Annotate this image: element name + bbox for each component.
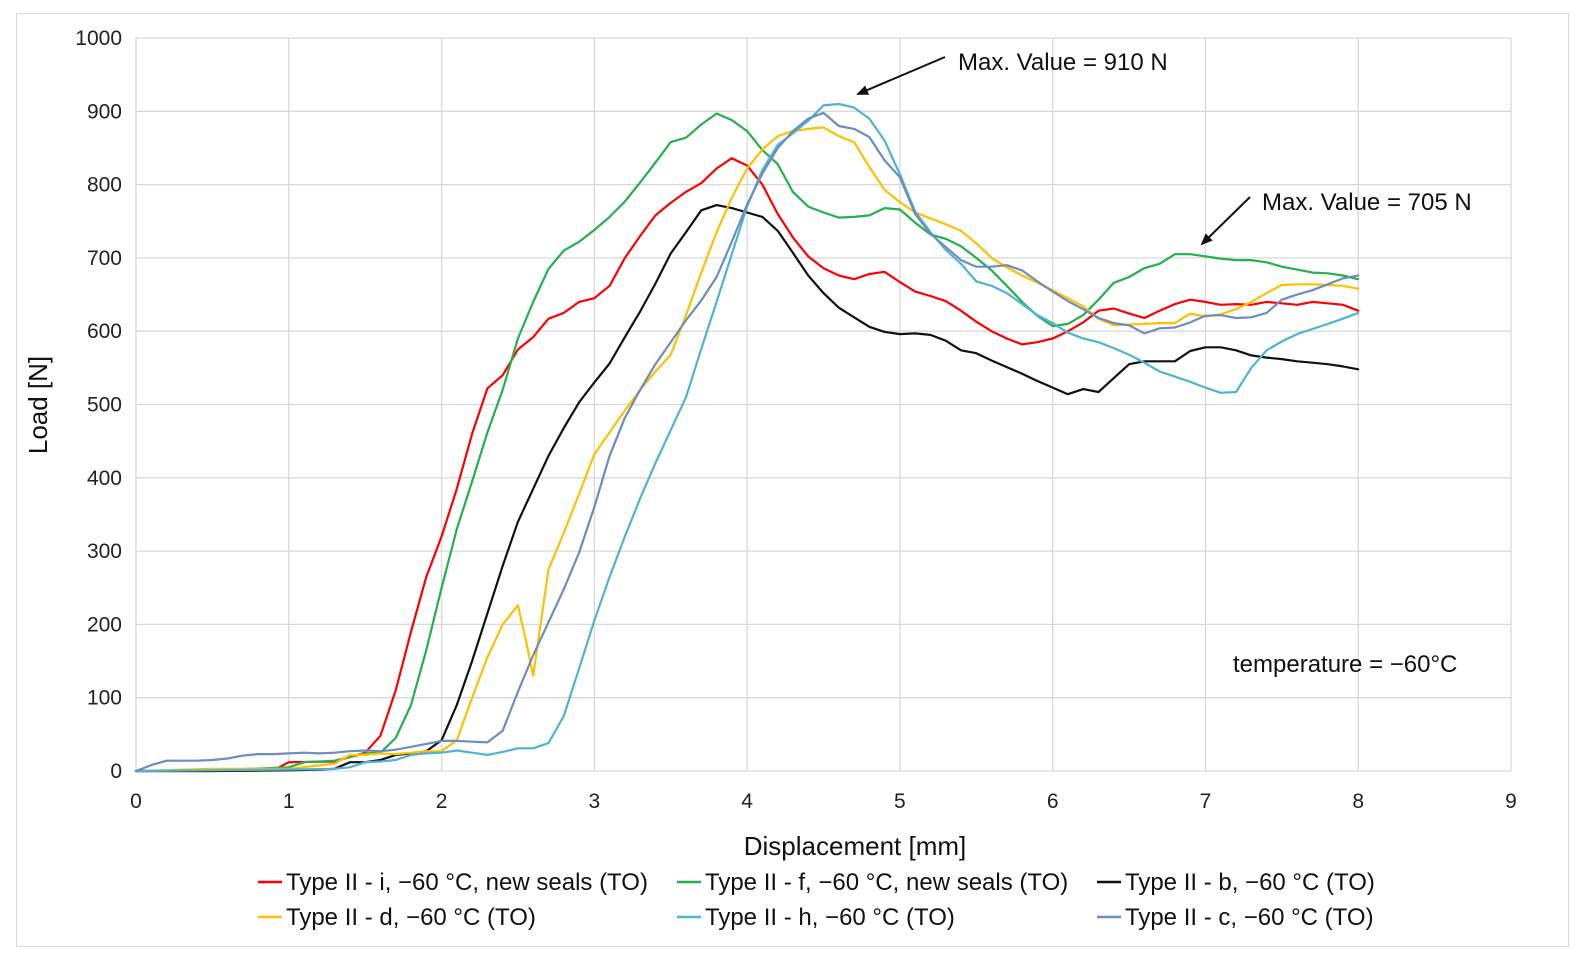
y-tick-label: 700	[87, 247, 122, 270]
chart-frame	[16, 13, 1569, 947]
x-axis-title: Displacement [mm]	[744, 831, 967, 861]
gridlines	[135, 37, 1512, 772]
x-tick-label: 3	[588, 790, 600, 813]
annotation-arrow-max-910	[856, 56, 946, 95]
x-tick-label: 1	[283, 790, 295, 813]
y-axis-title: Load [N]	[23, 356, 53, 454]
x-tick-label: 2	[436, 790, 448, 813]
annotation-max-910: Max. Value = 910 N	[958, 49, 1168, 76]
series-line-4	[134, 102, 1360, 773]
series-line-1	[134, 112, 1360, 773]
legend-label-4: Type II - h, −60 °C (TO)	[705, 904, 955, 931]
y-tick-label: 400	[87, 467, 122, 490]
x-tick-label: 5	[894, 790, 906, 813]
y-tick-label: 900	[87, 100, 122, 123]
y-tick-label: 100	[87, 687, 122, 710]
legend-label-5: Type II - c, −60 °C (TO)	[1125, 904, 1374, 931]
x-tick-labels: 0 1 2 3 4 5 6 7 8 9	[130, 790, 1517, 813]
y-tick-label: 300	[87, 540, 122, 563]
legend: Type II - i, −60 °C, new seals (TO) Type …	[258, 869, 1375, 931]
x-tick-label: 8	[1352, 790, 1364, 813]
legend-label-3: Type II - d, −60 °C (TO)	[286, 904, 536, 931]
series-lines	[134, 102, 1360, 773]
x-tick-label: 4	[741, 790, 753, 813]
y-tick-label: 800	[87, 174, 122, 197]
series-line-0	[134, 157, 1360, 773]
y-tick-label: 1000	[75, 27, 122, 50]
annotation-max-705: Max. Value = 705 N	[1262, 189, 1472, 216]
x-tick-label: 7	[1200, 790, 1212, 813]
y-tick-labels: 0 100 200 300 400 500 600 700 800 900 1000	[75, 27, 122, 783]
series-line-5	[134, 111, 1360, 773]
y-tick-label: 0	[110, 760, 122, 783]
series-line-2	[134, 204, 1360, 773]
x-tick-label: 0	[130, 790, 142, 813]
x-tick-label: 9	[1505, 790, 1517, 813]
legend-label-0: Type II - i, −60 °C, new seals (TO)	[286, 869, 648, 896]
legend-label-1: Type II - f, −60 °C, new seals (TO)	[705, 869, 1068, 896]
y-tick-label: 500	[87, 394, 122, 417]
y-tick-label: 200	[87, 613, 122, 636]
annotation-temperature: temperature = −60°C	[1233, 651, 1457, 678]
y-tick-label: 600	[87, 320, 122, 343]
annotation-arrow-max-705	[1200, 196, 1251, 246]
x-tick-label: 6	[1047, 790, 1059, 813]
legend-label-2: Type II - b, −60 °C (TO)	[1125, 869, 1375, 896]
